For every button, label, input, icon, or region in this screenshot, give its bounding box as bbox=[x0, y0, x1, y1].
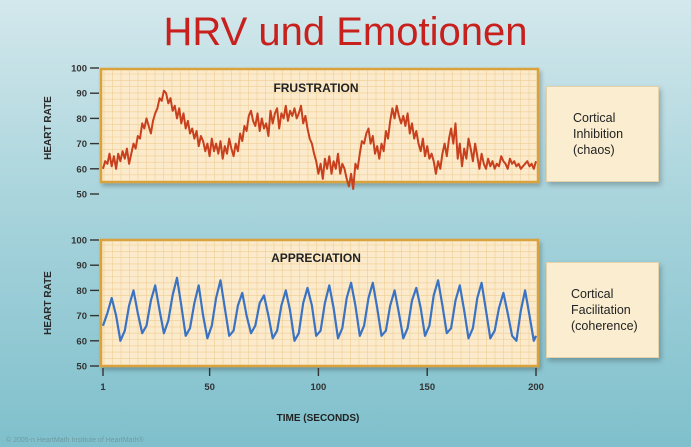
y-tick-label: 100 bbox=[71, 236, 87, 247]
appreciation-y-ticks: 50 60 70 80 90 100 bbox=[71, 236, 99, 373]
frustration-annotation-line: Inhibition bbox=[573, 127, 624, 141]
x-tick-label: 100 bbox=[310, 382, 326, 393]
frustration-chart: 50 60 70 80 90 100 HEART RATE FRUSTRATION bbox=[43, 64, 540, 201]
y-tick-label: 60 bbox=[76, 336, 87, 347]
appreciation-plot-area bbox=[99, 238, 540, 368]
appreciation-annotation-line: Facilitation bbox=[571, 303, 631, 317]
frustration-annotation-box: Cortical Inhibition (chaos) bbox=[546, 86, 659, 182]
x-tick-label: 200 bbox=[528, 382, 544, 393]
frustration-annotation-line: (chaos) bbox=[573, 143, 615, 157]
x-tick-label: 150 bbox=[419, 382, 435, 393]
x-axis-ticks: 1 50 100 150 200 bbox=[100, 368, 544, 393]
appreciation-title: APPRECIATION bbox=[271, 251, 361, 265]
frustration-y-axis-label: HEART RATE bbox=[43, 96, 54, 160]
y-tick-label: 50 bbox=[76, 190, 87, 201]
frustration-plot-area bbox=[99, 67, 540, 184]
y-tick-label: 90 bbox=[76, 89, 87, 100]
y-tick-label: 80 bbox=[76, 114, 87, 125]
y-tick-label: 50 bbox=[76, 362, 87, 373]
frustration-annotation-line: Cortical bbox=[573, 111, 616, 125]
appreciation-annotation-line: Cortical bbox=[571, 287, 614, 301]
y-tick-label: 90 bbox=[76, 261, 87, 272]
appreciation-y-axis-label: HEART RATE bbox=[43, 271, 54, 335]
y-tick-label: 60 bbox=[76, 164, 87, 175]
appreciation-series-line bbox=[101, 276, 538, 342]
appreciation-chart: 50 60 70 80 90 100 HEART RATE APPRECIATION bbox=[43, 236, 540, 373]
y-tick-label: 80 bbox=[76, 286, 87, 297]
y-tick-label: 70 bbox=[76, 311, 87, 322]
page-title: HRV und Emotionen bbox=[163, 10, 528, 54]
x-tick-label: 1 bbox=[100, 382, 106, 393]
copyright-text: © 2005-n HeartMath Institute of HeartMat… bbox=[6, 437, 144, 444]
appreciation-annotation-box: Cortical Facilitation (coherence) bbox=[546, 262, 659, 358]
y-tick-label: 100 bbox=[71, 64, 87, 75]
x-tick-label: 50 bbox=[204, 382, 215, 393]
y-tick-label: 70 bbox=[76, 139, 87, 150]
frustration-series-line bbox=[102, 89, 537, 190]
frustration-title: FRUSTRATION bbox=[273, 81, 358, 95]
frustration-y-ticks: 50 60 70 80 90 100 bbox=[71, 64, 99, 201]
x-axis-title: TIME (SECONDS) bbox=[277, 413, 360, 424]
appreciation-annotation-line: (coherence) bbox=[571, 319, 638, 333]
